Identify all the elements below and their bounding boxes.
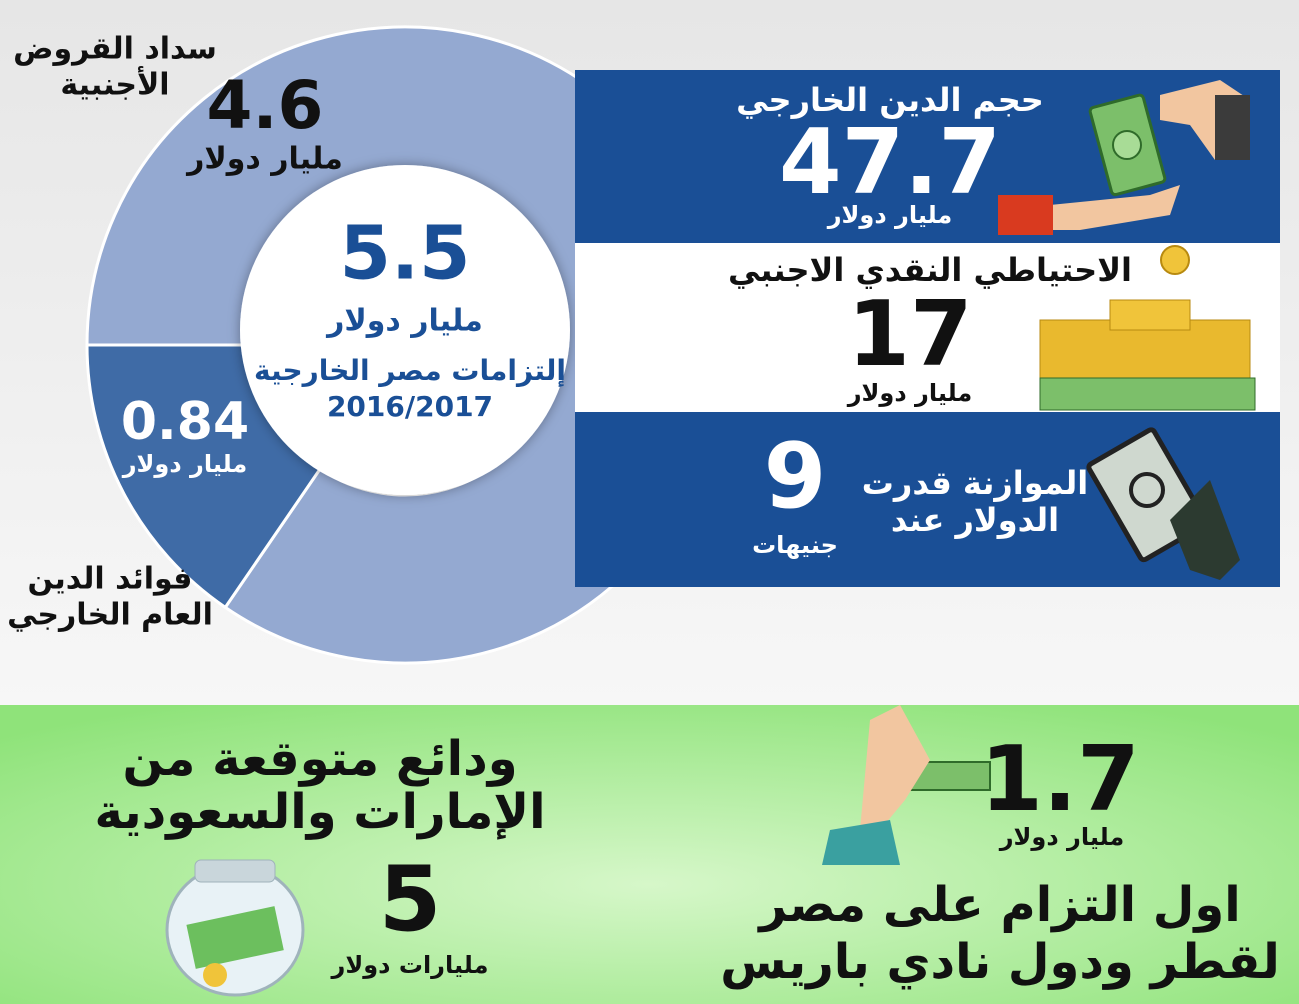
segment-value: 0.84 — [121, 392, 249, 452]
panel-value: 17 — [847, 282, 972, 387]
bottom-value: 1.7 — [980, 727, 1139, 832]
panel-title: الموازنة قدرت — [862, 464, 1088, 502]
center-title: إلتزامات مصر الخارجية — [254, 354, 566, 388]
jar-icon — [165, 859, 305, 997]
segment-unit: مليار دولار — [185, 142, 343, 177]
segment-unit: مليار دولار — [122, 450, 248, 478]
panel-title: الدولار عند — [891, 501, 1059, 539]
segment-label: فوائد الدين — [28, 562, 193, 597]
bottom-title: الإمارات والسعودية — [94, 784, 545, 840]
panel-value: 47.7 — [779, 110, 1001, 215]
segment-label: الأجنبية — [60, 66, 169, 103]
bottom-title: ودائع متوقعة من — [122, 731, 517, 787]
bottom-title: لقطر ودول نادي باريس — [720, 934, 1280, 990]
panel-unit: جنيهات — [752, 531, 838, 559]
bottom-unit: مليار دولار — [999, 823, 1125, 851]
center-value: 5.5 — [339, 211, 470, 297]
panel-title: الاحتياطي النقدي الاجنبي — [728, 251, 1132, 289]
bottom-title: اول التزام على مصر — [757, 877, 1240, 933]
center-period: 2016/2017 — [327, 390, 493, 423]
panel-title: حجم الدين الخارجي — [736, 81, 1044, 119]
donut-hole — [240, 165, 570, 495]
coins-icon — [1039, 245, 1256, 411]
panel-unit: مليار دولار — [827, 201, 953, 229]
segment-label: سداد القروض — [13, 32, 217, 67]
segment-label: العام الخارجي — [7, 598, 213, 633]
bottom-value: 5 — [379, 847, 442, 952]
hand-money-icon — [1086, 427, 1240, 580]
pinch-money-icon — [822, 705, 991, 865]
segment-value: 4.6 — [207, 67, 324, 144]
center-unit: مليار دولار — [325, 304, 483, 339]
panel-value: 9 — [764, 424, 827, 529]
bottom-unit: مليارات دولار — [331, 951, 489, 979]
panel-unit: مليار دولار — [847, 379, 973, 407]
money-hands-icon — [998, 80, 1250, 235]
